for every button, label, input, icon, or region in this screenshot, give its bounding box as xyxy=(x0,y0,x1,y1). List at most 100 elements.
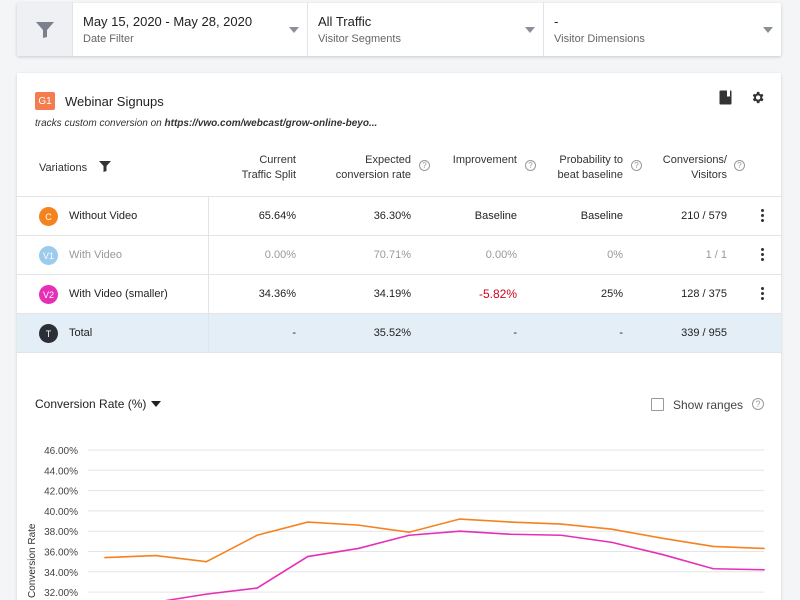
conversion-rate-chart: 46.00% 44.00% 42.00% 40.00% 38.00% 36.00% 34.0… xyxy=(27,446,765,600)
goal-description-text: tracks custom conversion on xyxy=(35,118,165,129)
improvement-cell: -5.82% xyxy=(478,287,517,301)
y-axis-label: Conversion Rate xyxy=(27,523,38,598)
show-ranges-checkbox[interactable] xyxy=(651,398,664,411)
y-tick-label: 32.00% xyxy=(44,588,78,599)
improvement-header: Improvement xyxy=(452,154,517,166)
goal-report-card: G1 Webinar Signups tracks custom convers… xyxy=(17,73,781,600)
chevron-down-icon xyxy=(289,27,299,33)
series-point xyxy=(306,521,309,523)
variation-name: Without Video xyxy=(69,210,138,222)
date-filter-value: May 15, 2020 - May 28, 2020 xyxy=(83,14,253,29)
variation-name-cell: V1 With Video xyxy=(17,236,209,274)
ecr-cell: 36.30% xyxy=(373,210,411,222)
expected-rate-header-line2: conversion rate xyxy=(335,169,411,181)
variation-name: With Video (smaller) xyxy=(69,288,168,300)
variation-row[interactable]: C Without Video 65.64% 36.30% Baseline Baseli… xyxy=(17,197,781,236)
prob-cell: - xyxy=(619,327,623,339)
show-ranges-label: Show ranges xyxy=(673,398,744,412)
more-options-icon[interactable] xyxy=(761,287,764,302)
series-point xyxy=(408,534,410,537)
filter-button[interactable] xyxy=(17,3,73,56)
probability-header: Probability to beat baseline xyxy=(558,153,623,183)
series-line-0 xyxy=(104,518,765,563)
series-point xyxy=(611,528,613,530)
ecr-cell: 35.52% xyxy=(373,327,411,339)
y-tick-label: 46.00% xyxy=(44,446,78,457)
help-icon[interactable]: ? xyxy=(525,160,536,171)
y-tick-label: 44.00% xyxy=(44,466,78,477)
visitor-dimensions-value: - xyxy=(554,14,559,29)
variation-row[interactable]: V1 With Video 0.00% 70.71% 0.00% 0% 1 / 1 xyxy=(17,236,781,275)
visitor-segments-label: Visitor Segments xyxy=(318,33,401,45)
more-options-icon[interactable] xyxy=(761,248,764,263)
goal-description: tracks custom conversion on https://vwo.… xyxy=(35,118,377,129)
series-point xyxy=(611,541,613,544)
series-point xyxy=(712,567,715,570)
y-tick-label: 40.00% xyxy=(44,507,78,518)
series-point xyxy=(661,553,664,556)
prob-cell: 0% xyxy=(607,249,623,261)
help-icon[interactable]: ? xyxy=(734,160,745,171)
variation-name-cell: T Total xyxy=(17,314,209,352)
series-point xyxy=(560,534,563,537)
filter-icon[interactable] xyxy=(99,161,111,172)
traffic-cell: 0.00% xyxy=(264,249,296,261)
ecr-cell: 70.71% xyxy=(373,249,411,261)
series-point xyxy=(560,523,563,525)
series-point xyxy=(509,533,512,536)
series-point xyxy=(459,518,461,520)
help-icon[interactable]: ? xyxy=(419,160,430,171)
chevron-down-icon[interactable] xyxy=(151,401,161,407)
improvement-cell: 0.00% xyxy=(485,249,517,261)
variation-name: With Video xyxy=(69,249,122,261)
series-point xyxy=(763,547,765,550)
variation-row[interactable]: V2 With Video (smaller) 34.36% 34.19% -5.82%… xyxy=(17,275,781,314)
ecr-cell: 34.19% xyxy=(373,288,411,300)
traffic-split-header-line1: Current xyxy=(259,154,296,166)
conv-cell: 1 / 1 xyxy=(705,249,727,261)
total-row[interactable]: T Total - 35.52% - - 339 / 955 xyxy=(17,314,781,353)
variation-avatar: V2 xyxy=(39,285,58,304)
series-point xyxy=(357,524,360,526)
help-icon[interactable]: ? xyxy=(631,160,642,171)
notebook-icon[interactable] xyxy=(719,90,732,105)
series-point xyxy=(154,554,157,557)
series-point xyxy=(459,530,461,532)
chevron-down-icon xyxy=(763,27,773,33)
y-tick-label: 34.00% xyxy=(44,568,78,579)
goal-title: Webinar Signups xyxy=(65,94,164,109)
visitor-segments-dropdown[interactable]: All Traffic Visitor Segments xyxy=(308,3,544,56)
conv-cell: 128 / 375 xyxy=(681,288,727,300)
conversions-header: Conversions/ Visitors xyxy=(663,153,727,183)
expected-rate-header-line1: Expected xyxy=(365,154,411,166)
help-icon[interactable]: ? xyxy=(752,398,764,410)
variations-header-label: Variations xyxy=(39,162,88,174)
date-filter-label: Date Filter xyxy=(83,33,134,45)
filter-bar: May 15, 2020 - May 28, 2020 Date Filter … xyxy=(17,3,781,56)
series-point xyxy=(357,547,360,550)
date-filter-dropdown[interactable]: May 15, 2020 - May 28, 2020 Date Filter xyxy=(73,3,308,56)
y-tick-label: 36.00% xyxy=(44,548,78,559)
visitor-dimensions-dropdown[interactable]: - Visitor Dimensions xyxy=(544,3,781,56)
series-point xyxy=(256,534,258,537)
traffic-split-header: Current Traffic Split xyxy=(242,153,296,183)
series-point xyxy=(661,537,664,540)
variation-name: Total xyxy=(69,327,93,339)
goal-badge: G1 xyxy=(35,92,55,110)
gear-icon[interactable] xyxy=(750,90,765,105)
table-header: Variations Current Traffic Split Expecte… xyxy=(17,153,781,197)
series-point xyxy=(256,587,258,589)
conv-cell: 339 / 955 xyxy=(681,327,727,339)
probability-header-line2: beat baseline xyxy=(557,169,623,181)
chart-metric-dropdown[interactable]: Conversion Rate (%) xyxy=(35,397,147,411)
conv-cell: 210 / 579 xyxy=(681,210,727,222)
prob-cell: Baseline xyxy=(580,210,623,222)
variations-header: Variations xyxy=(39,161,87,176)
improvement-cell: - xyxy=(513,327,517,339)
prob-cell: 25% xyxy=(600,288,623,300)
conversions-header-line2: Visitors xyxy=(691,169,727,181)
conversions-header-line1: Conversions/ xyxy=(662,154,727,166)
series-point xyxy=(104,556,106,559)
more-options-icon[interactable] xyxy=(761,209,764,224)
traffic-cell: 34.36% xyxy=(258,288,296,300)
